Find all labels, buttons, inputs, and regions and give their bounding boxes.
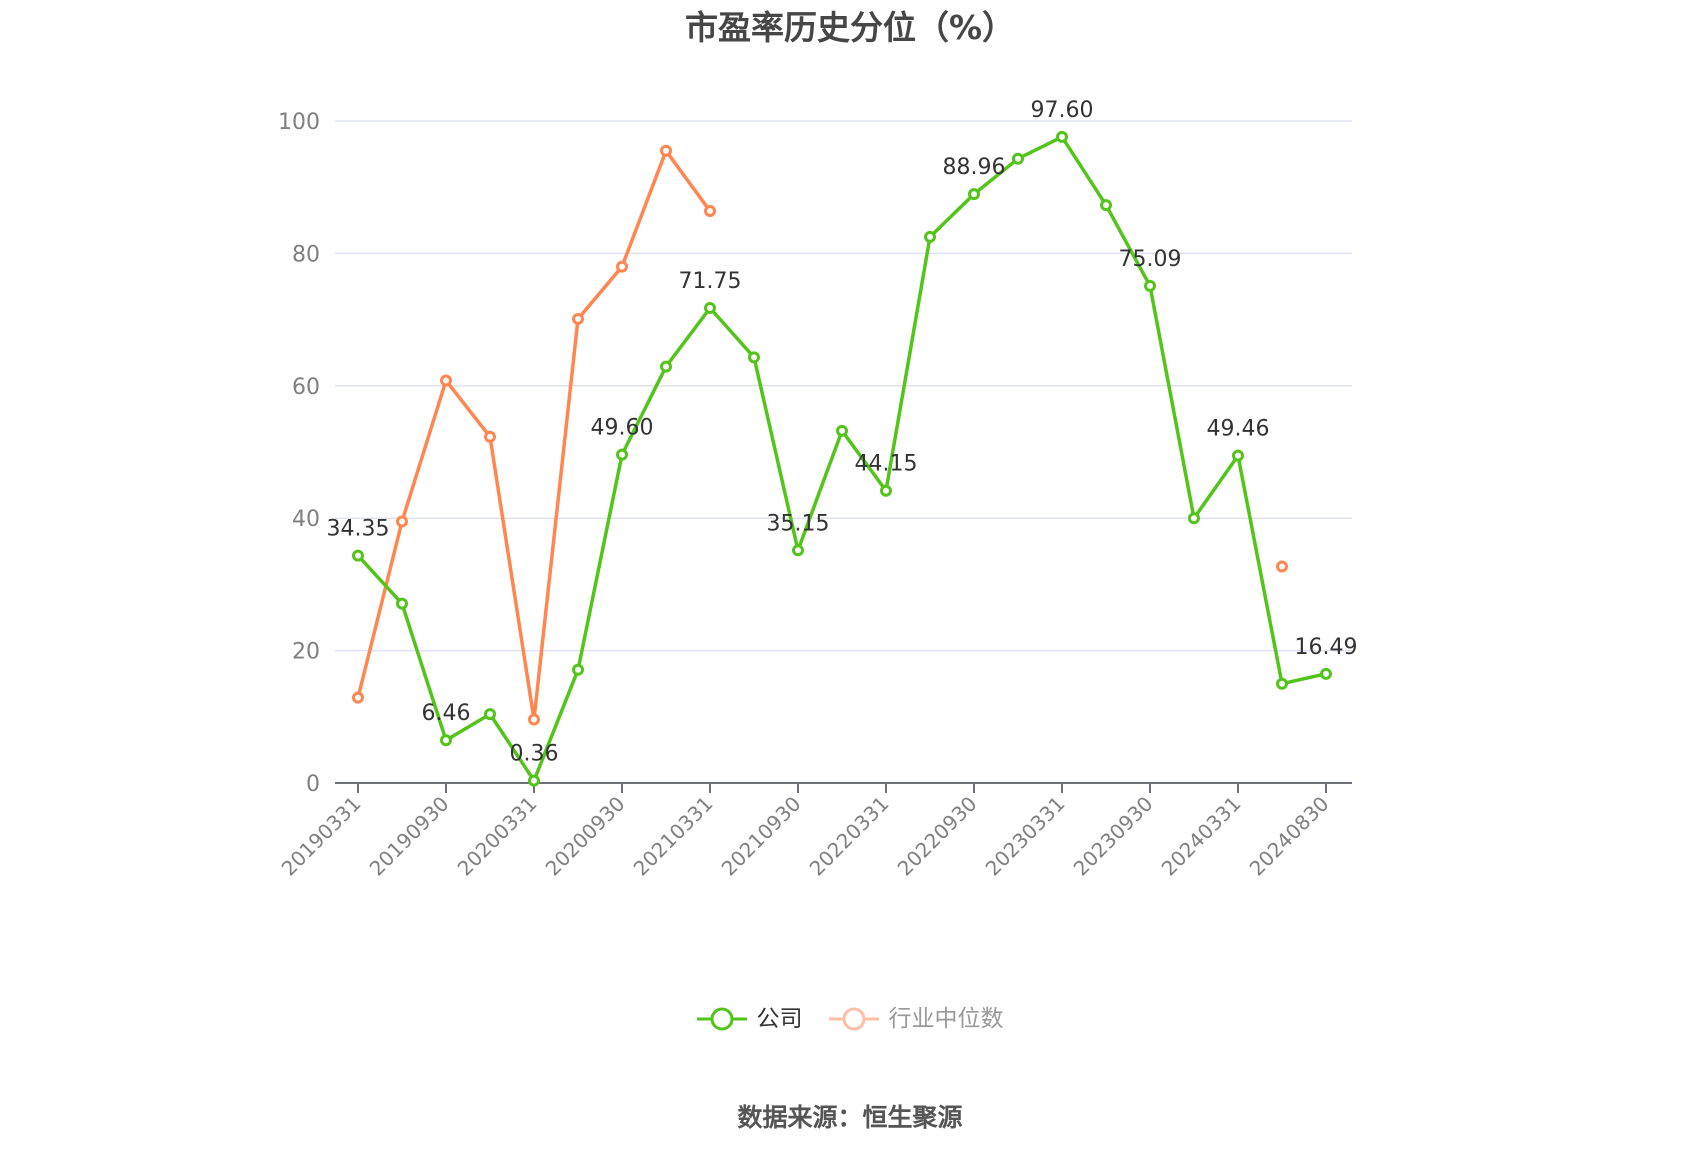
data-label: 16.49 <box>1295 635 1358 660</box>
data-point[interactable] <box>924 230 936 243</box>
data-label: 75.09 <box>1119 247 1182 272</box>
y-tick-label: 100 <box>278 110 320 135</box>
data-point[interactable] <box>396 597 408 610</box>
data-point[interactable] <box>1320 667 1332 680</box>
data-label: 49.46 <box>1207 417 1270 442</box>
line-circle-icon <box>696 1007 747 1031</box>
data-point[interactable] <box>396 515 408 528</box>
series-line <box>356 135 1327 783</box>
data-point[interactable] <box>704 302 716 315</box>
data-point[interactable] <box>572 663 584 676</box>
x-tick-label: 20240331 <box>1157 792 1246 881</box>
data-point[interactable] <box>880 484 892 497</box>
y-tick-label: 40 <box>292 507 320 532</box>
legend-item-industry-median[interactable]: 行业中位数 <box>828 1001 1004 1037</box>
data-point[interactable] <box>1188 512 1200 525</box>
data-point[interactable] <box>528 774 540 787</box>
chart-title: 市盈率历史分位（%） <box>684 8 1016 47</box>
data-point[interactable] <box>1232 449 1244 462</box>
data-point[interactable] <box>660 144 672 157</box>
legend-label-industry-median: 行业中位数 <box>888 1006 1004 1032</box>
x-tick-label: 20230930 <box>1069 792 1158 881</box>
line-circle-icon <box>828 1007 879 1031</box>
data-point[interactable] <box>440 374 452 387</box>
x-tick-label: 20230331 <box>981 792 1070 881</box>
y-tick-label: 20 <box>292 640 320 665</box>
data-point[interactable] <box>440 734 452 747</box>
x-tick-label: 20220331 <box>805 792 894 881</box>
data-label: 71.75 <box>679 269 742 294</box>
x-tick-label: 20200331 <box>453 792 542 881</box>
data-labels: 34.35 6.46 0.36 49.60 71.75 35.15 44.15 88.96 97… <box>327 98 1358 767</box>
legend-item-company[interactable]: 公司 <box>696 1001 803 1037</box>
data-point[interactable] <box>748 351 760 364</box>
y-tick-label: 80 <box>292 242 320 267</box>
x-tick-label: 20240830 <box>1245 792 1334 881</box>
data-point[interactable] <box>1012 152 1024 165</box>
data-point[interactable] <box>528 713 540 726</box>
x-tick-label: 20210930 <box>717 792 806 881</box>
data-label: 0.36 <box>510 742 559 767</box>
data-point[interactable] <box>352 691 364 704</box>
data-point[interactable] <box>660 360 672 373</box>
series-industry-median <box>352 144 1288 726</box>
x-tick-label: 20190930 <box>365 792 454 881</box>
data-label: 88.96 <box>943 155 1006 180</box>
data-label: 34.35 <box>327 517 390 542</box>
legend: 公司 行业中位数 <box>0 1001 1700 1037</box>
data-point[interactable] <box>484 430 496 443</box>
y-axis: 0 20 40 60 80 100 <box>278 110 320 797</box>
data-label: 49.60 <box>591 416 654 441</box>
x-tick-label: 20220930 <box>893 792 982 881</box>
y-tick-label: 0 <box>306 772 320 797</box>
x-tick-label: 20210331 <box>629 792 718 881</box>
x-axis: 20190331 20190930 20200331 20200930 20210331… <box>277 782 1352 881</box>
data-point[interactable] <box>1276 677 1288 690</box>
data-source: 数据来源：恒生聚源 <box>737 1103 963 1132</box>
data-point[interactable] <box>792 544 804 557</box>
data-point[interactable] <box>616 260 628 273</box>
data-label: 6.46 <box>422 701 471 726</box>
y-tick-label: 60 <box>292 375 320 400</box>
grid-lines <box>335 120 1352 652</box>
x-tick-label: 20200930 <box>541 792 630 881</box>
data-label: 35.15 <box>767 511 830 536</box>
data-point[interactable] <box>1144 279 1156 292</box>
data-label: 97.60 <box>1031 98 1094 123</box>
data-point[interactable] <box>836 424 848 437</box>
legend-label-company: 公司 <box>756 1006 803 1032</box>
data-point[interactable] <box>572 312 584 325</box>
series-company <box>352 130 1332 787</box>
data-point[interactable] <box>968 188 980 201</box>
x-tick-label: 20190331 <box>277 792 366 881</box>
data-point[interactable] <box>1100 199 1112 212</box>
data-point[interactable] <box>704 205 716 218</box>
data-point[interactable] <box>352 549 364 562</box>
data-point[interactable] <box>484 708 496 721</box>
data-point[interactable] <box>1276 560 1288 573</box>
data-point[interactable] <box>616 448 628 461</box>
data-point[interactable] <box>1056 130 1068 143</box>
data-label: 44.15 <box>855 452 918 477</box>
